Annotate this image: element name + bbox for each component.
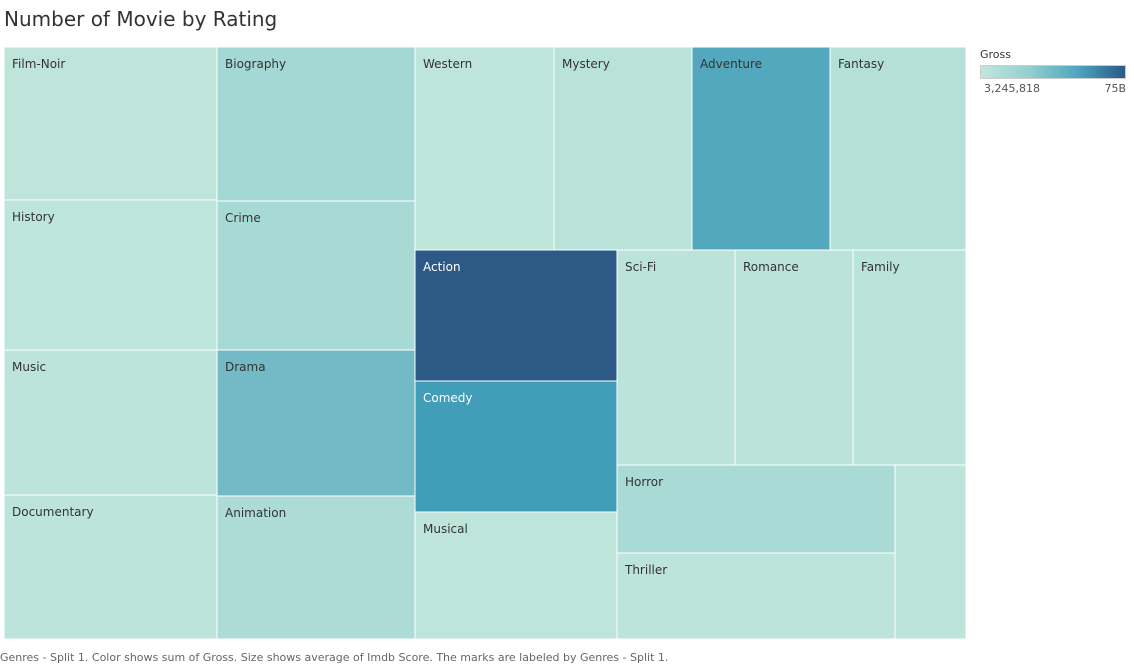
treemap-cell-music[interactable] xyxy=(4,349,218,496)
treemap-label-music: Music xyxy=(12,360,46,374)
treemap-label-biography: Biography xyxy=(225,57,286,71)
treemap-label-drama: Drama xyxy=(225,360,266,374)
chart-title: Number of Movie by Rating xyxy=(4,7,278,31)
legend-gradient-bar xyxy=(980,65,1126,79)
treemap-label-musical: Musical xyxy=(423,522,468,536)
treemap-cell-drama[interactable] xyxy=(216,349,416,497)
legend-max-label: 75B xyxy=(1104,82,1126,95)
treemap-cell-family[interactable] xyxy=(852,249,966,466)
treemap-cell-thriller[interactable] xyxy=(616,552,896,639)
treemap-cell-romance[interactable] xyxy=(734,249,854,466)
treemap-cell-film-noir[interactable] xyxy=(4,47,218,201)
treemap-label-romance: Romance xyxy=(743,260,799,274)
treemap-label-sci-fi: Sci-Fi xyxy=(625,260,656,274)
treemap-label-crime: Crime xyxy=(225,211,261,225)
treemap-cell-adventure[interactable] xyxy=(691,47,831,251)
legend-labels: 3,245,818 75B xyxy=(980,82,1126,96)
treemap-cell-unlabeled-20[interactable] xyxy=(894,464,966,639)
treemap-label-animation: Animation xyxy=(225,506,286,520)
treemap-cell-animation[interactable] xyxy=(216,495,416,639)
legend-min-label: 3,245,818 xyxy=(984,82,1040,95)
treemap-label-family: Family xyxy=(861,260,900,274)
treemap-label-documentary: Documentary xyxy=(12,505,94,519)
treemap-label-comedy: Comedy xyxy=(423,391,473,405)
treemap-cell-musical[interactable] xyxy=(414,511,618,639)
treemap-label-western: Western xyxy=(423,57,472,71)
treemap-cell-action[interactable] xyxy=(414,249,618,382)
legend-title: Gross xyxy=(980,48,1011,61)
treemap-cell-fantasy[interactable] xyxy=(829,47,966,251)
treemap-cell-documentary[interactable] xyxy=(4,494,218,639)
treemap-label-fantasy: Fantasy xyxy=(838,57,884,71)
treemap-cell-sci-fi[interactable] xyxy=(616,249,736,466)
treemap-label-film-noir: Film-Noir xyxy=(12,57,65,71)
treemap-svg: Film-Noir History Music Documentary Biograph… xyxy=(4,47,966,639)
treemap-label-action: Action xyxy=(423,260,461,274)
color-legend: Gross 3,245,818 75B xyxy=(980,48,1130,96)
treemap-label-adventure: Adventure xyxy=(700,57,762,71)
treemap-cell-western[interactable] xyxy=(414,47,555,251)
treemap-cell-mystery[interactable] xyxy=(553,47,693,251)
treemap-cell-comedy[interactable] xyxy=(414,380,618,513)
chart-caption: Genres - Split 1. Color shows sum of Gro… xyxy=(0,651,669,664)
treemap-label-history: History xyxy=(12,210,55,224)
treemap-chart: Film-Noir History Music Documentary Biograph… xyxy=(4,47,966,639)
treemap-cell-biography[interactable] xyxy=(216,47,416,202)
treemap-cell-history[interactable] xyxy=(4,199,218,351)
treemap-label-mystery: Mystery xyxy=(562,57,610,71)
treemap-label-horror: Horror xyxy=(625,475,663,489)
treemap-label-thriller: Thriller xyxy=(624,563,667,577)
treemap-cell-horror[interactable] xyxy=(616,464,896,554)
